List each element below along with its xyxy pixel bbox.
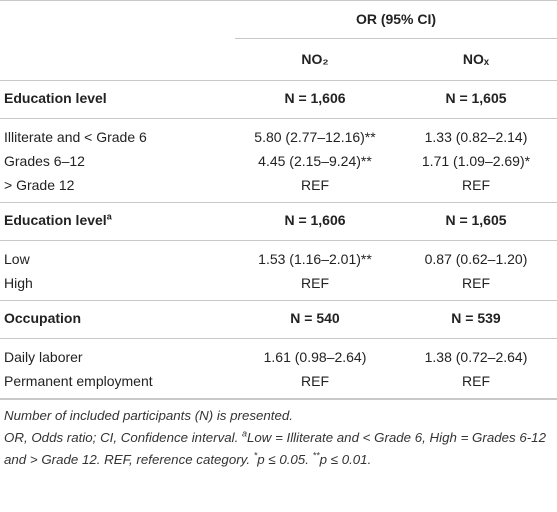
- row-label: High: [4, 275, 33, 291]
- row-value: 0.87 (0.62–1.20): [424, 251, 528, 267]
- row-value: 1.71 (1.09–2.69)*: [421, 153, 531, 169]
- footnote-text: a: [241, 428, 247, 439]
- footnote-text: *: [253, 450, 258, 461]
- section-title: Education levela: [4, 210, 112, 230]
- section-title-text: Education level: [4, 90, 107, 106]
- section-title: Occupation: [4, 308, 81, 328]
- rule: [235, 38, 557, 39]
- footnotes: Number of included participants (N) is p…: [4, 405, 554, 471]
- row-label: Permanent employment: [4, 373, 153, 389]
- row-value: REF: [462, 373, 490, 389]
- row-label: > Grade 12: [4, 177, 75, 193]
- rule: [0, 240, 557, 241]
- footnote: OR, Odds ratio; CI, Confidence interval.…: [4, 427, 554, 471]
- row-value: REF: [462, 275, 490, 291]
- column-header: NO₂: [301, 51, 329, 67]
- footnote-text: OR, Odds ratio; CI, Confidence interval.: [4, 430, 242, 445]
- rule: [0, 202, 557, 203]
- rule: [0, 118, 557, 119]
- row-value: 1.61 (0.98–2.64): [263, 349, 367, 365]
- section-title-sup: a: [106, 211, 112, 222]
- section-title-text: Education level: [4, 212, 107, 228]
- rule: [0, 398, 557, 400]
- row-value: 1.33 (0.82–2.14): [424, 129, 528, 145]
- row-value: REF: [462, 177, 490, 193]
- footnote-text: Number of included participants (N) is p…: [4, 408, 293, 423]
- section-n: N = 1,605: [445, 212, 507, 228]
- rule: [0, 80, 557, 81]
- row-label: Illiterate and < Grade 6: [4, 129, 147, 145]
- section-title-text: Occupation: [4, 310, 82, 326]
- row-label: Daily laborer: [4, 349, 83, 365]
- row-value: REF: [301, 373, 329, 389]
- section-n: N = 540: [290, 310, 340, 326]
- group-header: OR (95% CI): [355, 11, 437, 27]
- section-n: N = 1,606: [284, 90, 346, 106]
- footnote: Number of included participants (N) is p…: [4, 405, 554, 427]
- row-value: REF: [301, 177, 329, 193]
- row-value: 1.38 (0.72–2.64): [424, 349, 528, 365]
- rule: [0, 338, 557, 339]
- rule: [0, 0, 557, 1]
- section-n: N = 1,606: [284, 212, 346, 228]
- row-value: 1.53 (1.16–2.01)**: [258, 251, 372, 267]
- rule: [0, 300, 557, 301]
- row-value: REF: [301, 275, 329, 291]
- row-value: 4.45 (2.15–9.24)**: [258, 153, 372, 169]
- section-title: Education level: [4, 88, 107, 108]
- footnote-text: p ≤ 0.05.: [257, 452, 313, 467]
- section-n: N = 539: [451, 310, 501, 326]
- footnote-text: **: [312, 450, 320, 461]
- section-n: N = 1,605: [445, 90, 507, 106]
- row-label: Low: [4, 251, 30, 267]
- column-header: NOₓ: [462, 51, 490, 67]
- row-label: Grades 6–12: [4, 153, 85, 169]
- footnote-text: Low = Illiterate and < Grade 6, High = G…: [4, 430, 546, 467]
- row-value: 5.80 (2.77–12.16)**: [254, 129, 376, 145]
- footnote-text: p ≤ 0.01.: [319, 452, 372, 467]
